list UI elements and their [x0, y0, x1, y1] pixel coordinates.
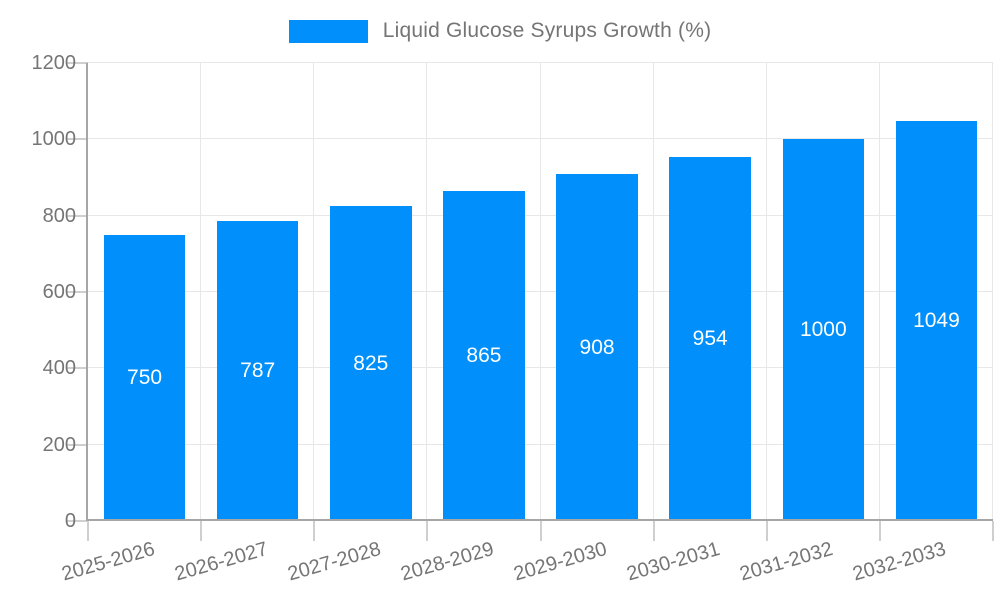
- y-tick-mark: [67, 138, 88, 141]
- y-tick-mark: [67, 367, 88, 370]
- bar[interactable]: 1000: [782, 139, 865, 521]
- y-tick-mark: [67, 520, 88, 522]
- x-tick-mark: [539, 521, 542, 541]
- gridline-v: [426, 63, 428, 521]
- gridline-h: [88, 291, 993, 292]
- y-tick-label: 400: [42, 357, 76, 380]
- y-tick-label: 0: [64, 510, 76, 532]
- gridline-v: [652, 63, 654, 521]
- bar-value-label: 750: [127, 365, 163, 389]
- y-tick-label: 600: [42, 281, 76, 303]
- gridline-h: [88, 367, 993, 369]
- x-axis-labels: 2025-2026 2026-2027 2027-2028 2028-2029 2029…: [59, 537, 993, 597]
- x-axis-line: [86, 519, 993, 521]
- x-tick-mark: [765, 521, 768, 541]
- x-tick-mark: [878, 521, 881, 541]
- bar-value-label: 825: [353, 351, 389, 375]
- gridline-v: [313, 63, 315, 521]
- gridline-h: [88, 443, 993, 445]
- bar[interactable]: 750: [103, 234, 186, 521]
- bar-value-label: 787: [240, 358, 276, 382]
- y-axis-line: [86, 63, 88, 521]
- bar-value-label: 908: [579, 335, 615, 359]
- bar-value-label: 1049: [913, 308, 960, 332]
- bar[interactable]: 865: [443, 190, 525, 521]
- gridline-h: [88, 62, 993, 63]
- gridline-v: [200, 63, 202, 521]
- x-tick-mark: [992, 521, 994, 541]
- bar[interactable]: 825: [330, 206, 412, 521]
- y-tick-mark: [67, 291, 88, 293]
- y-tick-label: 1000: [31, 128, 77, 151]
- x-tick-mark: [426, 521, 429, 541]
- y-tick-mark: [67, 62, 88, 64]
- bar-value-label: 954: [692, 326, 728, 350]
- gridline-h: [88, 138, 993, 140]
- y-tick-mark: [67, 443, 88, 446]
- x-tick-mark: [313, 521, 316, 541]
- gridline-v: [539, 63, 541, 521]
- bar[interactable]: 1049: [895, 120, 978, 521]
- x-tick-mark: [200, 521, 203, 541]
- legend-swatch-icon: [288, 19, 368, 43]
- gridline-v: [765, 63, 767, 521]
- y-tick-label: 200: [42, 433, 76, 456]
- gridline-v: [992, 63, 993, 521]
- bar[interactable]: 908: [556, 174, 638, 521]
- bar[interactable]: 787: [216, 220, 299, 521]
- x-tick-mark: [652, 521, 655, 541]
- y-tick-mark: [67, 214, 88, 217]
- bar-value-label: 1000: [799, 318, 847, 342]
- legend-item[interactable]: Liquid Glucose Syrups Growth (%): [288, 19, 712, 43]
- gridline-v: [878, 63, 880, 521]
- y-tick-label: 1200: [31, 52, 77, 74]
- legend: Liquid Glucose Syrups Growth (%): [0, 19, 1000, 43]
- legend-label: Liquid Glucose Syrups Growth (%): [382, 19, 712, 42]
- y-axis-labels: 0 200 400 600 800 1000 1200: [0, 52, 77, 532]
- bar[interactable]: 954: [669, 156, 751, 521]
- gridline-h: [88, 214, 993, 216]
- bar-value-label: 865: [466, 343, 502, 367]
- y-tick-label: 800: [42, 204, 76, 227]
- plot-area: 750 787 825 865 908 954 1000 1049: [67, 62, 994, 541]
- x-tick-mark: [87, 521, 89, 541]
